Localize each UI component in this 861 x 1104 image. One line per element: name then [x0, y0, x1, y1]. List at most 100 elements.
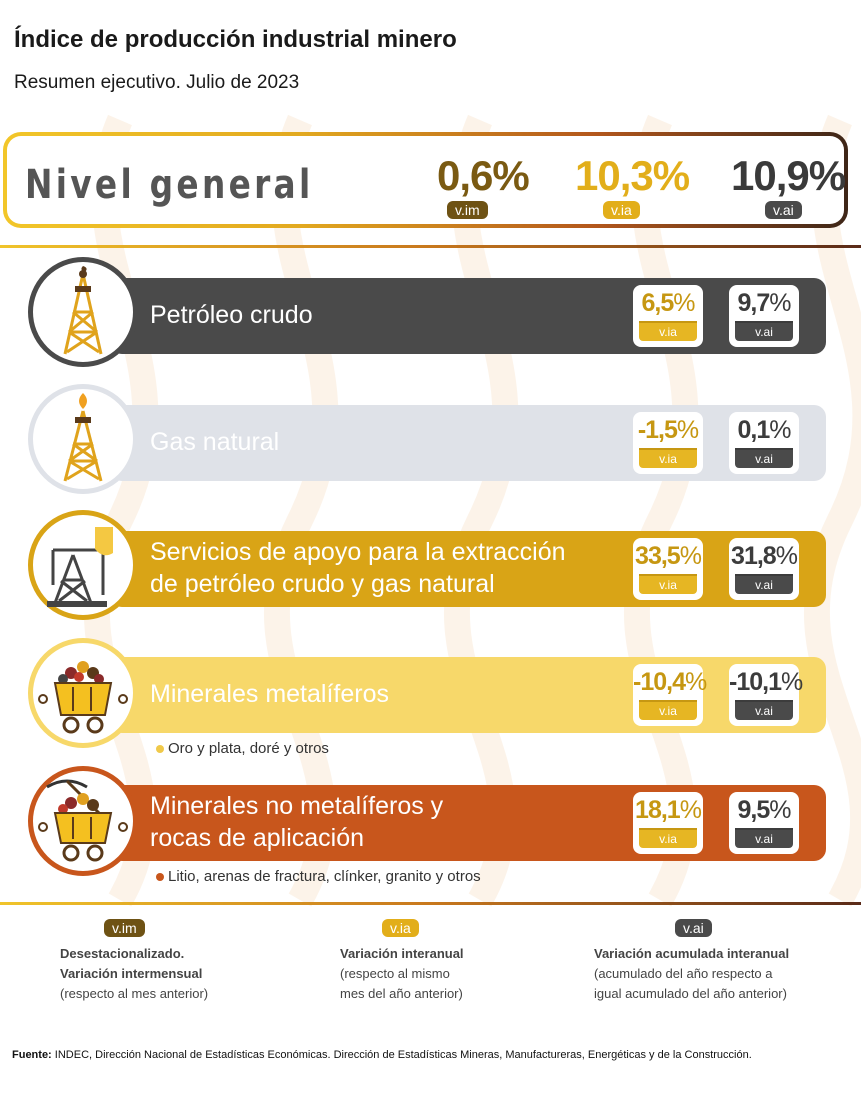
- legend-vim-tag: v.im: [104, 919, 145, 937]
- percent-sign: %: [684, 668, 707, 696]
- row-servicios-via-badge: 33,5% v.ia: [633, 538, 703, 600]
- row-no-metaliferos-vai-value: 9,5: [737, 796, 771, 824]
- row-metaliferos-label: Minerales metalíferos: [150, 680, 389, 708]
- row-no-metaliferos-label-line2: rocas de aplicación: [150, 824, 365, 852]
- row-no-metaliferos-via-badge: 18,1% v.ia: [633, 792, 703, 854]
- row-servicios-vai-badge: 31,8% v.ai: [729, 538, 799, 600]
- row-petroleo-bar: [110, 278, 826, 354]
- row-servicios-bar: [110, 531, 826, 607]
- legend-via-desc2: mes del año anterior): [340, 986, 463, 1001]
- row-metaliferos-bar: [110, 657, 826, 733]
- row-metaliferos-vai-badge: -10,1% v.ai: [729, 664, 803, 726]
- row-servicios-label-line2: de petróleo crudo y gas natural: [150, 570, 495, 598]
- row-no-metaliferos-note: Litio, arenas de fractura, clínker, gran…: [156, 868, 481, 885]
- percent-sign: %: [769, 416, 791, 444]
- row-servicios-icon-circle: [28, 510, 138, 620]
- legend-vim-desc: (respecto al mes anterior): [60, 986, 209, 1001]
- row-gas-icon-circle: [28, 384, 138, 494]
- general-level-label: Nivel general: [25, 162, 314, 208]
- source-label: Fuente:: [12, 1049, 52, 1061]
- percent-sign: %: [679, 796, 702, 824]
- legend-vai-desc2: igual acumulado del año anterior): [594, 986, 787, 1001]
- row-metaliferos-icon-circle: [28, 638, 138, 748]
- row-petroleo-label: Petróleo crudo: [150, 301, 313, 329]
- source-note: Fuente: INDEC, Dirección Nacional de Est…: [12, 1049, 752, 1061]
- row-petroleo-vai-badge: 9,7% v.ai: [729, 285, 799, 347]
- general-vim-tag: v.im: [447, 201, 488, 219]
- legend-via-title: Variación interanual: [340, 946, 464, 961]
- mine-cart-pickaxe-icon: [38, 779, 128, 862]
- row-no-metaliferos-via-value: 18,1: [635, 796, 681, 824]
- row-no-metaliferos-via-tag: v.ia: [639, 830, 697, 848]
- row-no-metaliferos-label-line1: Minerales no metalíferos y: [150, 792, 444, 820]
- row-petroleo-vai-value: 9,7: [737, 289, 771, 317]
- row-servicios-via-value: 33,5: [635, 542, 681, 570]
- row-metaliferos-via-tag: v.ia: [639, 702, 697, 720]
- general-level-panel: Nivel general 0,6% v.im 10,3% v.ia 10,9%…: [3, 132, 848, 228]
- legend-vai-desc1: (acumulado del año respecto a: [594, 966, 773, 981]
- percent-sign: %: [676, 416, 699, 444]
- legend-via-tag: v.ia: [382, 919, 419, 937]
- source-text: INDEC, Dirección Nacional de Estadística…: [54, 1049, 752, 1061]
- row-gas-via-tag: v.ia: [639, 450, 697, 468]
- row-gas-vai-value: 0,1: [737, 416, 771, 444]
- legend-vai-tag: v.ai: [675, 919, 712, 937]
- row-no-metaliferos-bar: [110, 785, 826, 861]
- legend-vai-title: Variación acumulada interanual: [594, 946, 790, 961]
- legend-vim-title1: Desestacionalizado.: [60, 946, 185, 961]
- percent-sign: %: [775, 542, 798, 570]
- general-vai-value: 10,9%: [731, 152, 846, 199]
- row-servicios-vai-tag: v.ai: [735, 576, 793, 594]
- row-gas-label: Gas natural: [150, 428, 280, 456]
- general-via-value: 10,3%: [575, 152, 690, 199]
- row-metaliferos-via-value: -10,4: [633, 668, 686, 696]
- row-petroleo-vai-tag: v.ai: [735, 323, 793, 341]
- oil-derrick-icon: [63, 266, 103, 355]
- legend-via-text: Variación interanual (respecto al mismo …: [340, 944, 464, 1004]
- pumpjack-icon: [47, 527, 113, 607]
- row-servicios-label-line1: Servicios de apoyo para la extracción: [150, 538, 566, 566]
- row-servicios-vai-value: 31,8: [731, 542, 777, 570]
- row-metaliferos-via-badge: -10,4% v.ia: [633, 664, 707, 726]
- legend-vai-text: Variación acumulada interanual (acumulad…: [594, 944, 789, 1004]
- row-metaliferos-vai-value: -10,1: [729, 668, 782, 696]
- row-no-metaliferos-vai-badge: 9,5% v.ai: [729, 792, 799, 854]
- general-via-tag: v.ia: [603, 201, 640, 219]
- row-gas-vai-badge: 0,1% v.ai: [729, 412, 799, 474]
- legend-vim-text: Desestacionalizado. Variación intermensu…: [60, 944, 208, 1004]
- general-vim-value: 0,6%: [437, 152, 530, 199]
- percent-sign: %: [673, 289, 695, 317]
- row-gas-bar: [110, 405, 826, 481]
- row-petroleo-via-value: 6,5: [641, 289, 675, 317]
- row-metaliferos-vai-tag: v.ai: [735, 702, 793, 720]
- percent-sign: %: [679, 542, 702, 570]
- top-separator: [0, 245, 861, 248]
- mine-cart-icon: [38, 661, 128, 734]
- gas-derrick-icon: [63, 393, 103, 482]
- row-no-metaliferos-vai-tag: v.ai: [735, 830, 793, 848]
- page-title: Índice de producción industrial minero: [14, 26, 457, 53]
- row-gas-vai-tag: v.ai: [735, 450, 793, 468]
- percent-sign: %: [769, 289, 791, 317]
- row-servicios-label: Servicios de apoyo para la extracción de…: [150, 536, 566, 600]
- row-no-metaliferos-note-text: Litio, arenas de fractura, clínker, gran…: [168, 868, 481, 885]
- row-no-metaliferos-label: Minerales no metalíferos y rocas de apli…: [150, 790, 443, 854]
- bullet-dot-icon: [156, 745, 164, 754]
- row-metaliferos-note: Oro y plata, doré y otros: [156, 740, 329, 757]
- bullet-dot-icon: [156, 873, 164, 882]
- general-vai-tag: v.ai: [765, 201, 802, 219]
- row-petroleo-via-badge: 6,5% v.ia: [633, 285, 703, 347]
- legend-via-desc1: (respecto al mismo: [340, 966, 450, 981]
- percent-sign: %: [769, 796, 791, 824]
- page-subtitle: Resumen ejecutivo. Julio de 2023: [14, 72, 300, 93]
- row-petroleo-icon-circle: [28, 257, 138, 367]
- row-metaliferos-note-text: Oro y plata, doré y otros: [168, 740, 329, 757]
- bottom-separator: [0, 902, 861, 905]
- row-gas-via-badge: -1,5% v.ia: [633, 412, 703, 474]
- row-petroleo-via-tag: v.ia: [639, 323, 697, 341]
- row-no-metaliferos-icon-circle: [28, 766, 138, 876]
- row-gas-via-value: -1,5: [637, 416, 678, 444]
- legend-vim-title2: Variación intermensual: [60, 966, 203, 981]
- percent-sign: %: [780, 668, 803, 696]
